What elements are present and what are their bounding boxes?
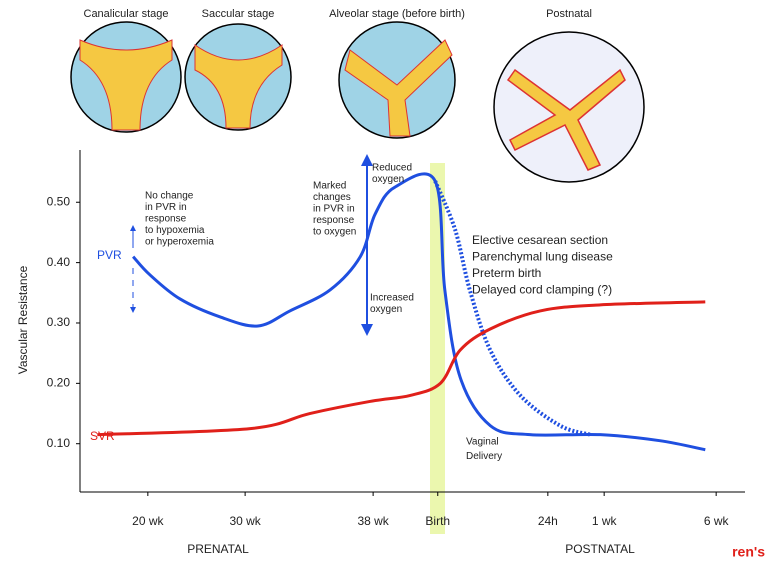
stage-label: Postnatal <box>546 8 592 20</box>
x-tick-label: 38 wk <box>357 514 389 528</box>
lung-postnatal <box>494 32 644 182</box>
annotation: oxygen <box>372 174 404 185</box>
annotation: Increased <box>370 293 414 304</box>
annotation: to oxygen <box>313 227 356 238</box>
annotation: Elective cesarean section <box>472 233 608 247</box>
series-label: PVR <box>97 248 122 262</box>
y-tick-label: 0.50 <box>47 194 71 208</box>
annotation: oxygen <box>370 304 402 315</box>
y-tick-label: 0.40 <box>47 255 71 269</box>
series-line <box>133 174 705 450</box>
annotation: Parenchymal lung disease <box>472 250 613 264</box>
annotation: in PVR in <box>313 204 355 215</box>
annotation: to hypoxemia <box>145 225 205 236</box>
stage-label: Canalicular stage <box>84 8 169 20</box>
series-line <box>97 302 705 435</box>
x-tick-label: Birth <box>425 514 450 528</box>
x-tick-label: 20 wk <box>132 514 164 528</box>
annotation: in PVR in <box>145 202 187 213</box>
annotation: Preterm birth <box>472 266 541 280</box>
lung-illustrations <box>71 22 644 182</box>
phase-label: POSTNATAL <box>565 542 635 556</box>
x-tick-label: 6 wk <box>704 514 730 528</box>
stage-label: Alveolar stage (before birth) <box>329 8 465 20</box>
x-tick-label: 1 wk <box>592 514 618 528</box>
birth-band <box>430 163 445 534</box>
x-tick-label: 24h <box>538 514 558 528</box>
annotation: response <box>145 214 187 225</box>
y-tick-label: 0.10 <box>47 436 71 450</box>
annotation: No change <box>145 191 194 202</box>
annotation: changes <box>313 192 351 203</box>
phase-label: PRENATAL <box>187 542 249 556</box>
annotation: Delivery <box>466 451 502 462</box>
y-tick-label: 0.30 <box>47 315 71 329</box>
annotation: Reduced <box>372 163 412 174</box>
y-tick-label: 0.20 <box>47 376 71 390</box>
chart: Vascular Resistance Canalicular stage Sa… <box>0 0 770 563</box>
annotation: Delayed cord clamping (?) <box>472 283 612 297</box>
annotation: Vaginal <box>466 437 499 448</box>
annotation: or hyperoxemia <box>145 237 214 248</box>
annotation: response <box>313 215 355 226</box>
series-label: SVR <box>90 429 115 443</box>
y-axis-label: Vascular Resistance <box>16 265 30 374</box>
x-tick-label: 30 wk <box>229 514 261 528</box>
annotation: Marked <box>313 181 346 192</box>
logo-text: ren's <box>732 544 765 560</box>
stage-label: Saccular stage <box>202 8 275 20</box>
